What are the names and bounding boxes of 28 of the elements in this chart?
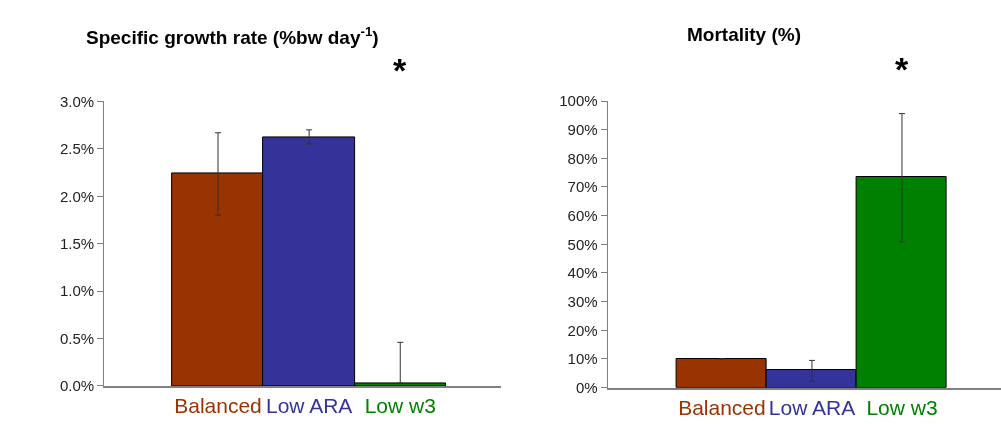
y-tick-label: 70% (567, 178, 598, 196)
x-tick-label: Low w3 (866, 395, 938, 419)
y-tick-label: 90% (567, 120, 598, 138)
x-tick-label: Low w3 (364, 394, 436, 418)
y-tick-label: 80% (567, 149, 598, 167)
y-tick-label: 100% (559, 92, 598, 110)
y-tick-label: 1.5% (59, 234, 95, 252)
text: * (393, 51, 407, 89)
y-tick-label: 0.5% (59, 329, 95, 347)
x-tick-label: Balanced (174, 394, 262, 418)
x-tick-label: Balanced (678, 395, 766, 419)
text: * (895, 50, 909, 88)
y-tick-label: 60% (567, 206, 598, 224)
y-tick-label: 2.5% (59, 140, 95, 158)
y-tick-label: 2.0% (59, 187, 95, 205)
chart-title: Specific growth rate (%bw day$^{-1}$) (86, 24, 379, 48)
x-tick-label: Low ARA (265, 394, 353, 418)
chart-title: Mortality (%) (687, 24, 801, 45)
y-tick-label: 40% (567, 264, 598, 282)
y-tick-label: 20% (567, 321, 598, 339)
y-tick-label: 30% (567, 292, 598, 310)
y-tick-label: 10% (567, 350, 598, 368)
y-tick-label: 0.0% (59, 377, 95, 395)
y-tick-label: 1.0% (59, 282, 95, 300)
y-tick-label: 3.0% (59, 92, 95, 110)
x-tick-label: Low ARA (768, 395, 856, 419)
y-tick-label: 0% (575, 378, 598, 396)
y-tick-label: 50% (567, 235, 598, 253)
